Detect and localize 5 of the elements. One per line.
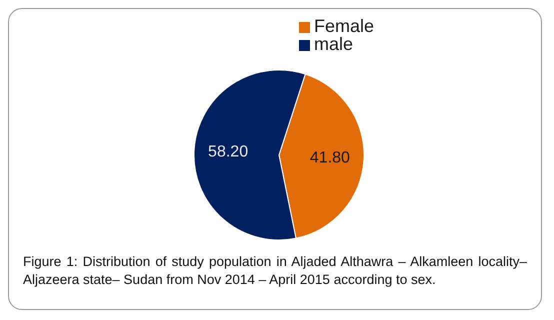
legend-label: male [314,34,354,54]
legend-label: Female [314,16,374,36]
caption: Figure 1: Distribution of study population in Aljaded Althawra – Alkamleen locality–Aljazeera state– Sudan from Nov 2014 – April 2015 according to sex. [23,253,527,289]
data-label: 58.20 [208,144,248,161]
data-label: 41.80 [310,149,350,166]
